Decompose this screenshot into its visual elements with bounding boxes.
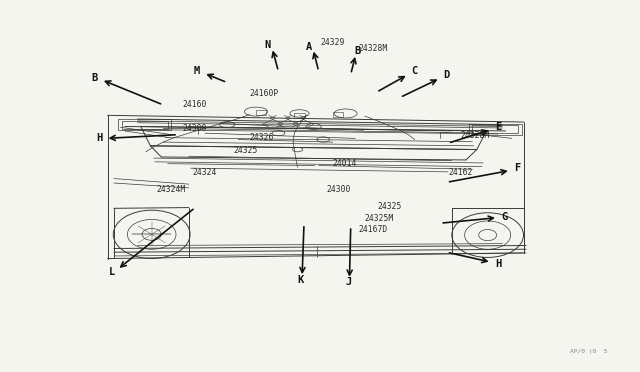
- Text: N: N: [264, 41, 271, 50]
- Bar: [469, 124, 522, 135]
- Text: 24329: 24329: [320, 38, 344, 47]
- Text: 24160P: 24160P: [250, 89, 279, 97]
- Text: L: L: [109, 267, 115, 277]
- Text: 24325M: 24325M: [365, 214, 394, 223]
- Text: G: G: [501, 212, 508, 221]
- Text: 24300: 24300: [182, 124, 207, 133]
- Text: M: M: [194, 67, 200, 76]
- Text: B: B: [92, 73, 98, 83]
- Text: 24325: 24325: [234, 146, 258, 155]
- Text: K: K: [298, 275, 304, 285]
- Bar: [256, 110, 266, 115]
- Text: A: A: [305, 42, 312, 51]
- Text: F: F: [514, 163, 520, 173]
- Bar: [333, 112, 343, 117]
- Text: 24014: 24014: [333, 159, 357, 168]
- Text: 24325: 24325: [378, 202, 402, 211]
- Text: 24160: 24160: [182, 100, 207, 109]
- Text: C: C: [412, 67, 418, 76]
- Bar: [472, 125, 518, 133]
- Text: H: H: [96, 134, 102, 143]
- Text: 24328M: 24328M: [358, 44, 388, 53]
- Text: 24324: 24324: [192, 169, 216, 177]
- Bar: [122, 121, 168, 129]
- Text: E: E: [495, 122, 501, 132]
- Text: H: H: [495, 259, 501, 269]
- Text: 24324M: 24324M: [157, 185, 186, 194]
- Bar: [294, 113, 305, 118]
- Text: 24326: 24326: [250, 133, 274, 142]
- Text: 24162: 24162: [448, 169, 472, 177]
- Text: J: J: [346, 277, 352, 287]
- Text: B: B: [354, 46, 360, 56]
- Text: D: D: [444, 70, 450, 80]
- Text: 24328M: 24328M: [461, 131, 490, 140]
- Bar: [118, 119, 171, 130]
- Text: 24300: 24300: [326, 185, 351, 194]
- Text: AP/0 )0  5: AP/0 )0 5: [570, 349, 607, 354]
- Text: 24167D: 24167D: [358, 225, 388, 234]
